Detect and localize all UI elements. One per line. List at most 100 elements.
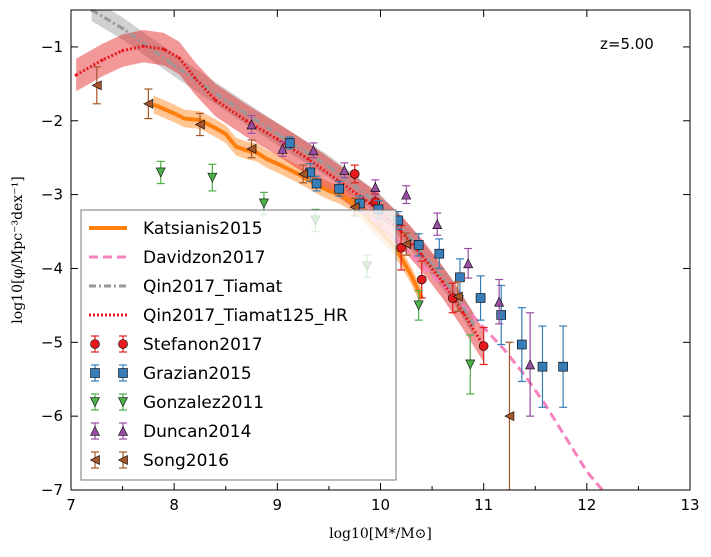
- line-point-qin2017-tiamat125-hr: [162, 47, 166, 51]
- point-song2016: [452, 291, 463, 302]
- point-stefanon2017: [416, 274, 427, 285]
- x-tick-label: 8: [169, 496, 179, 514]
- point-duncan2014: [339, 165, 350, 176]
- legend-marker-stefanon2017: [90, 339, 100, 349]
- point-grazian2015: [334, 183, 345, 194]
- redshift-annotation: z=5.00: [600, 35, 654, 53]
- band-qin2017-tiamat: [91, 10, 474, 335]
- point-grazian2015: [311, 178, 322, 189]
- point-grazian2015: [455, 272, 465, 283]
- point-grazian2015: [355, 198, 365, 209]
- point-duncan2014: [494, 296, 505, 307]
- point-grazian2015: [434, 248, 445, 259]
- line-point-qin2017-tiamat125-hr: [120, 49, 125, 53]
- point-duncan2014: [277, 143, 288, 154]
- point-gonzalez2011: [207, 172, 218, 183]
- line-qin2017-tiamat: [90, 10, 475, 325]
- legend-label-katsianis2015: Katsianis2015: [143, 219, 263, 239]
- x-axis-label: log10[M*/M⊙]: [329, 526, 432, 542]
- y-tick-label: −5: [41, 333, 63, 351]
- legend-marker-stefanon2017: [118, 339, 128, 349]
- legend-marker-song2016: [117, 455, 128, 465]
- line-point-qin2017-tiamat125-hr: [141, 44, 145, 48]
- line-point-qin2017-tiamat: [224, 98, 228, 102]
- line-point-qin2017-tiamat125-hr: [213, 98, 218, 102]
- point-duncan2014: [401, 189, 412, 200]
- line-point-qin2017-tiamat: [172, 63, 176, 67]
- point-duncan2014: [370, 182, 381, 193]
- point-song2016: [349, 202, 360, 213]
- legend-marker-gonzalez2011: [118, 397, 128, 408]
- legend-label-stefanon2017: Stefanon2017: [143, 335, 263, 355]
- legend: Katsianis2015 Davidzon2017 Qin2017_Tiamat Q…: [80, 209, 397, 481]
- point-duncan2014: [432, 218, 443, 229]
- x-tick-label: 9: [273, 496, 283, 514]
- point-gonzalez2011: [465, 359, 476, 370]
- point-song2016: [297, 168, 308, 179]
- axes: 7 8 9 10 11 12 13 −1 −2 −3 −4 −5 −6 −7: [41, 10, 700, 514]
- line-point-qin2017-tiamat125-hr: [306, 157, 310, 161]
- y-tick-label: −1: [41, 38, 63, 56]
- point-duncan2014: [246, 119, 257, 130]
- legend-label-duncan2014: Duncan2014: [143, 422, 251, 442]
- legend-label-gonzalez2011: Gonzalez2011: [143, 393, 264, 413]
- y-tick-label: −4: [41, 259, 63, 277]
- legend-label-song2016: Song2016: [143, 451, 229, 471]
- line-qin2017-tiamat125-hr: [75, 44, 485, 347]
- x-tick-label: 10: [371, 496, 390, 514]
- x-tick-label: 11: [474, 496, 493, 514]
- point-grazian2015: [475, 293, 486, 303]
- point-grazian2015: [413, 240, 424, 250]
- legend-marker-grazian2015: [118, 368, 128, 378]
- point-duncan2014: [308, 145, 319, 156]
- line-point-qin2017-tiamat125-hr: [440, 280, 444, 284]
- point-grazian2015: [558, 361, 568, 372]
- line-point-qin2017-tiamat125-hr: [177, 56, 181, 60]
- line-point-qin2017-tiamat125-hr: [193, 76, 197, 80]
- point-gonzalez2011: [258, 198, 269, 209]
- legend-label-davidzon2017: Davidzon2017: [143, 248, 265, 268]
- legend-marker-duncan2014: [118, 425, 128, 436]
- x-tick-label: 13: [680, 496, 699, 514]
- point-gonzalez2011: [413, 300, 424, 311]
- y-tick-label: −2: [41, 112, 63, 130]
- y-tick-label: −3: [41, 186, 63, 204]
- legend-marker-song2016: [89, 455, 100, 465]
- point-gonzalez2011: [155, 167, 166, 178]
- point-stefanon2017: [396, 242, 406, 253]
- point-duncan2014: [463, 258, 474, 269]
- point-grazian2015: [537, 361, 548, 372]
- line-point-qin2017-tiamat125-hr: [74, 73, 78, 77]
- point-grazian2015: [496, 310, 507, 320]
- y-tick-label: −7: [41, 481, 63, 499]
- line-point-qin2017-tiamat: [327, 164, 331, 169]
- legend-label-qin2017-tiamat: Qin2017_Tiamat: [143, 277, 283, 297]
- line-point-qin2017-tiamat125-hr: [275, 137, 279, 141]
- point-song2016: [504, 411, 515, 422]
- legend-label-grazian2015: Grazian2015: [143, 364, 252, 384]
- line-point-qin2017-tiamat: [471, 322, 475, 326]
- point-stefanon2017: [478, 341, 489, 351]
- point-song2016: [194, 119, 205, 130]
- line-point-qin2017-tiamat125-hr: [244, 119, 248, 123]
- point-song2016: [91, 80, 102, 91]
- point-song2016: [143, 98, 154, 109]
- legend-marker-grazian2015: [90, 368, 100, 378]
- point-song2016: [401, 239, 412, 250]
- point-song2016: [246, 143, 257, 154]
- legend-marker-duncan2014: [90, 425, 100, 436]
- legend-marker-gonzalez2011: [90, 397, 100, 408]
- point-grazian2015: [284, 138, 295, 148]
- line-point-qin2017-tiamat: [120, 26, 125, 31]
- legend-box: [80, 209, 397, 481]
- band-qin2017-tiamat125-hr: [76, 29, 484, 363]
- y-axis-label: log10[φ/Mpc⁻³dex⁻¹]: [10, 176, 26, 323]
- line-point-qin2017-tiamat: [275, 132, 279, 136]
- x-tick-label: 12: [577, 496, 596, 514]
- line-point-qin2017-tiamat125-hr: [100, 58, 104, 62]
- line-point-qin2017-tiamat125-hr: [461, 311, 465, 315]
- x-tick-label: 7: [66, 496, 76, 514]
- point-duncan2014: [525, 359, 536, 370]
